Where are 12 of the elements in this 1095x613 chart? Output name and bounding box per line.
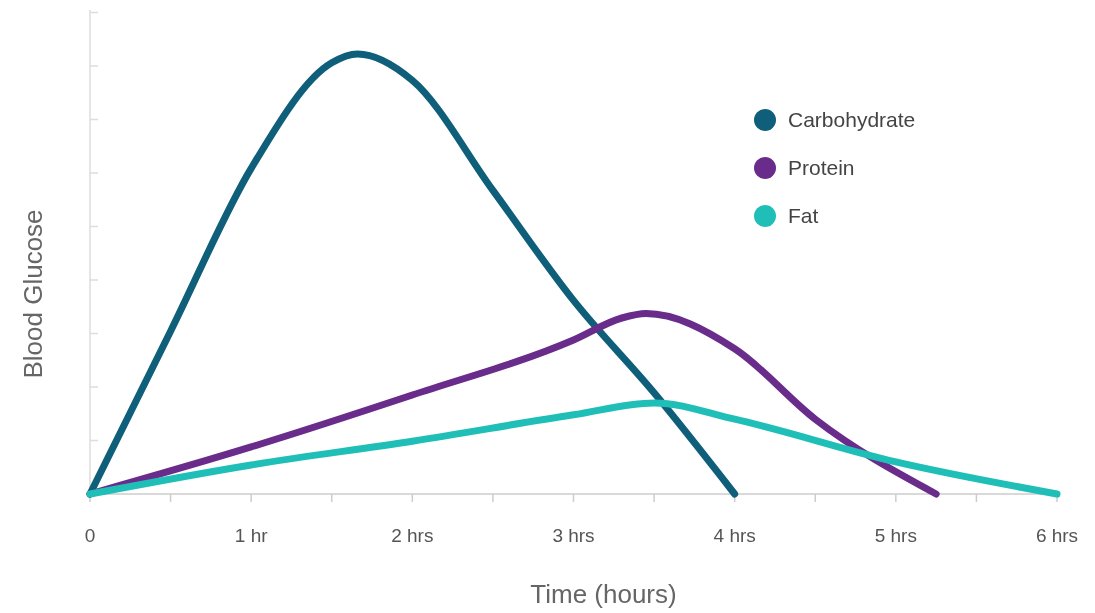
x-tick-label: 6 hrs — [1035, 525, 1079, 546]
x-tick-label: 2 hrs — [391, 525, 434, 546]
legend-label: Carbohydrate — [788, 108, 916, 131]
x-tick-label: 5 hrs — [874, 525, 917, 546]
x-tick-label: 1 hr — [234, 525, 269, 546]
y-axis-title: Blood Glucose — [18, 209, 48, 379]
x-tick-label: 4 hrs — [713, 525, 756, 546]
x-tick-label: 3 hrs — [552, 525, 595, 546]
legend-label: Protein — [788, 156, 855, 179]
x-axis-title: Time (hours) — [530, 579, 677, 609]
legend-label: Fat — [788, 204, 819, 227]
x-tick-label: 0 — [84, 525, 96, 546]
